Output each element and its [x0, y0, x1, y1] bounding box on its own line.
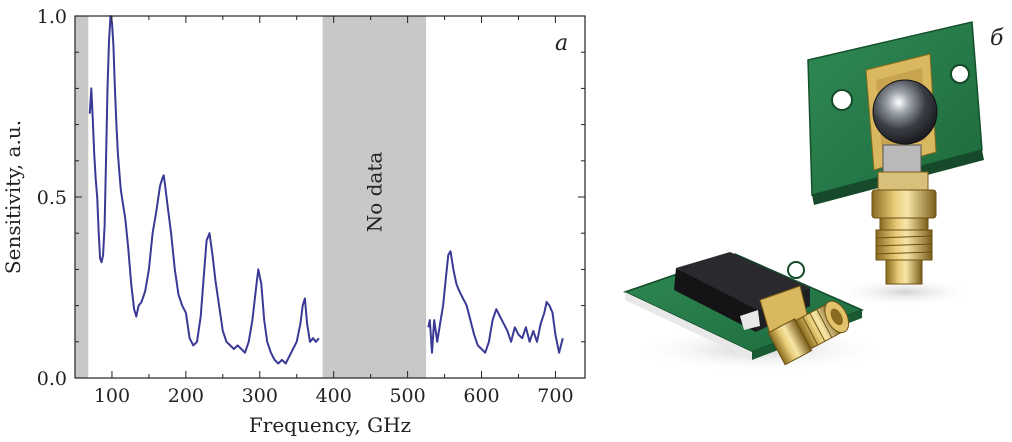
shadow — [835, 278, 975, 306]
x-axis-ticks: 100 200 300 400 500 600 700 — [74, 16, 574, 407]
y-tick-label: 1.0 — [37, 6, 67, 28]
y-tick-label: 0.5 — [37, 187, 67, 209]
x-tick-label: 700 — [537, 385, 573, 407]
x-tick-label: 100 — [94, 385, 130, 407]
x-tick-label: 300 — [242, 385, 278, 407]
x-tick-label: 600 — [463, 385, 499, 407]
standing-detector-board — [807, 21, 984, 285]
no-data-label: No data — [362, 152, 386, 233]
x-tick-label: 400 — [316, 385, 352, 407]
panel-label-b: б — [990, 26, 1004, 51]
x-axis-title: Frequency, GHz — [249, 413, 411, 437]
y-axis-title: Sensitivity, a.u. — [1, 120, 25, 274]
panel-label-a: a — [555, 31, 568, 56]
shaded-regions — [75, 16, 427, 378]
series-line — [427, 250, 564, 354]
shaded-region — [322, 16, 427, 378]
series-line — [88, 15, 320, 365]
y-tick-label: 0.0 — [37, 368, 67, 390]
x-tick-label: 200 — [168, 385, 204, 407]
y-axis-ticks: 0.0 0.5 1.0 — [37, 6, 585, 390]
flat-detector-board — [623, 252, 864, 366]
x-tick-label: 500 — [389, 385, 425, 407]
series-layer — [88, 15, 564, 365]
chart-panel-a: No data 100 200 300 400 500 600 700 0.00.51.0 … — [1, 6, 586, 437]
photo-panel-b: б — [623, 21, 1004, 372]
no-data-annotation: No data — [362, 152, 386, 233]
